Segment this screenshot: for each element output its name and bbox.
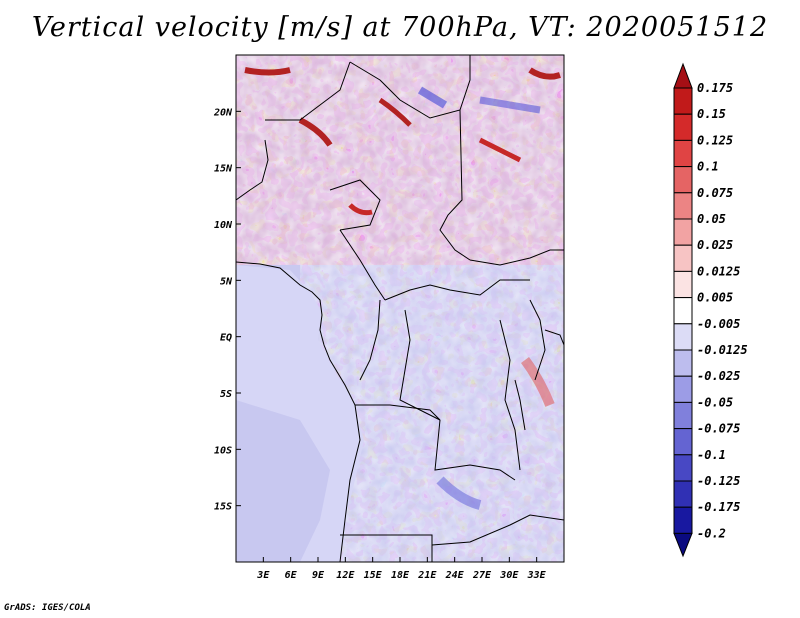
x-tick-label: 24E (445, 570, 465, 581)
x-axis: 3E 6E 9E 12E 15E 18E 21E 24E 27E 30E 33E (256, 557, 547, 581)
chart-title: Vertical velocity [m/s] at 700hPa, VT: 2… (31, 12, 769, 43)
colorbar-segment (673, 375, 693, 403)
colorbar-label: 0.125 (697, 133, 733, 147)
colorbar: 0.175 0.15 0.125 0.1 0.075 0.05 0.025 0.0125 0.0… (673, 62, 748, 558)
colorbar-segment (673, 349, 693, 377)
colorbar-segment (673, 192, 693, 220)
colorbar-segment (673, 87, 693, 115)
colorbar-segment (673, 506, 693, 534)
colorbar-label: -0.2 (697, 526, 726, 540)
colorbar-bottom-arrow (673, 532, 693, 558)
colorbar-label: -0.0125 (697, 343, 748, 357)
velocity-field (236, 55, 564, 562)
y-tick-label: 10S (214, 445, 232, 456)
x-tick-label: 3E (256, 570, 270, 581)
x-tick-label: 15E (364, 570, 383, 581)
colorbar-segment (673, 480, 693, 508)
country-borders (236, 55, 564, 562)
colorbar-segment (673, 270, 693, 299)
colorbar-label: 0.05 (697, 212, 726, 226)
colorbar-segment (673, 401, 693, 430)
y-tick-label: 15N (214, 164, 233, 175)
colorbar-top-arrow (673, 62, 693, 89)
x-tick-label: 30E (499, 570, 519, 581)
colorbar-label: -0.005 (697, 317, 740, 331)
colorbar-label: 0.175 (697, 81, 733, 95)
colorbar-segment (673, 428, 693, 456)
x-tick-label: 12E (336, 570, 355, 581)
colorbar-label: 0.025 (697, 238, 733, 252)
x-tick-label: 9E (312, 570, 325, 581)
y-tick-label: 15S (214, 502, 232, 513)
colorbar-label: -0.075 (697, 422, 740, 436)
colorbar-label: -0.175 (697, 500, 740, 514)
colorbar-label: 0.1 (697, 160, 719, 174)
x-tick-label: 18E (391, 570, 410, 581)
colorbar-label: -0.05 (697, 395, 733, 409)
colorbar-segment (673, 297, 693, 325)
colorbar-label: -0.125 (697, 474, 740, 488)
colorbar-label: 0.15 (697, 107, 726, 121)
credit-label: GrADS: IGES/COLA (4, 603, 91, 613)
x-tick-label: 33E (527, 570, 547, 581)
colorbar-segment (673, 323, 693, 351)
y-tick-label: 5S (220, 389, 232, 400)
y-axis: 20N 15N 10N 5N EQ 5S 10S 15S (213, 107, 241, 513)
y-tick-label: 10N (214, 220, 233, 231)
colorbar-label: 0.075 (697, 186, 733, 200)
colorbar-label: -0.025 (697, 369, 740, 383)
colorbar-segment (673, 166, 693, 194)
colorbar-label: -0.1 (697, 448, 726, 462)
colorbar-segment (673, 218, 693, 246)
colorbar-label: 0.0125 (697, 264, 740, 278)
y-tick-label: EQ (220, 333, 232, 344)
y-tick-label: 20N (213, 107, 233, 118)
x-tick-label: 27E (472, 570, 492, 581)
y-tick-label: 5N (220, 276, 233, 287)
colorbar-segment (673, 244, 693, 272)
colorbar-segment (673, 454, 693, 482)
colorbar-label: 0.005 (697, 291, 733, 305)
x-tick-label: 6E (285, 570, 298, 581)
x-tick-label: 21E (417, 570, 437, 581)
colorbar-segment (673, 113, 693, 141)
colorbar-segment (673, 139, 693, 168)
